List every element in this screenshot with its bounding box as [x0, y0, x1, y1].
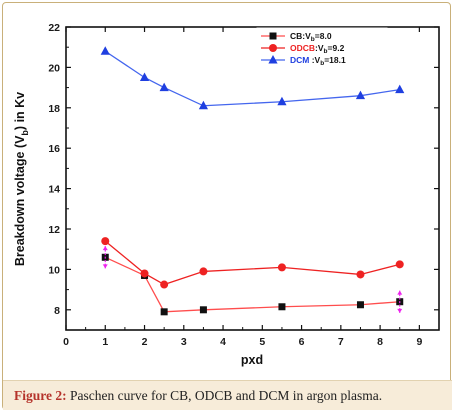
y-tick-label: 18 [48, 103, 60, 115]
y-axis-title: Breakdown voltage (Vb) in Kv [13, 92, 30, 266]
data-point [199, 306, 207, 314]
x-tick-label: 5 [259, 336, 265, 348]
figure-caption-label: Figure 2: [14, 388, 67, 403]
x-axis: 0 1 2 3 4 5 6 7 8 9 [63, 27, 422, 348]
x-tick-label: 1 [102, 336, 108, 348]
error-bar-cap-bottom [102, 264, 108, 269]
data-point [140, 269, 149, 278]
series-dcm [100, 46, 405, 110]
data-point [356, 270, 365, 279]
data-point [198, 100, 209, 110]
y-tick-label: 16 [48, 143, 60, 155]
error-bar-cap-top [397, 290, 403, 295]
data-point [139, 72, 150, 81]
legend-marker [269, 44, 277, 52]
data-point [355, 90, 366, 100]
data-point [395, 260, 404, 269]
legend-entry-odcb: ODCB:Vb=9.2 [261, 43, 345, 55]
legend-label: CB:Vb=8.0 [290, 31, 332, 43]
y-tick-label: 10 [48, 264, 60, 276]
x-tick-label: 7 [338, 336, 344, 348]
y-tick-label: 12 [48, 224, 60, 236]
legend-marker [268, 55, 278, 64]
data-point [160, 308, 168, 316]
error-bar [397, 290, 403, 313]
x-tick-label: 6 [299, 336, 305, 348]
plot-area [65, 26, 440, 331]
data-point [277, 263, 286, 272]
x-tick-label: 8 [377, 336, 383, 348]
error-bar-cap-top [102, 246, 108, 251]
x-tick-label: 4 [220, 336, 226, 348]
y-axis: 8 10 12 14 16 18 20 22 [48, 22, 439, 331]
figure-caption-text: Paschen curve for CB, ODCB and DCM in ar… [70, 388, 383, 403]
y-tick-label: 8 [54, 305, 60, 317]
x-tick-label: 0 [63, 336, 69, 348]
series-odcb [101, 237, 404, 289]
legend-label: DCM :Vb=18.1 [290, 55, 346, 67]
data-point [395, 84, 405, 94]
data-point [101, 237, 110, 246]
x-tick-label: 3 [181, 336, 187, 348]
x-axis-title: pxd [241, 353, 263, 367]
error-bar-cap-bottom [397, 308, 403, 313]
data-point [199, 267, 208, 276]
data-point [277, 96, 287, 106]
error-bar [102, 246, 108, 269]
data-point [100, 46, 110, 55]
data-point [356, 301, 364, 309]
figure-caption: Figure 2: Paschen curve for CB, ODCB and… [3, 380, 452, 410]
x-tick-label: 2 [142, 336, 148, 348]
error-bars [102, 246, 403, 313]
legend-entry-cb: CB:Vb=8.0 [261, 31, 332, 43]
data-point [159, 82, 169, 92]
data-point [278, 303, 286, 311]
y-tick-label: 22 [48, 22, 60, 34]
legend-label: ODCB:Vb=9.2 [290, 43, 345, 55]
legend-marker [269, 32, 277, 40]
y-tick-label: 14 [48, 184, 60, 196]
y-tick-label: 20 [48, 62, 60, 74]
x-tick-label: 9 [416, 336, 422, 348]
legend-entry-dcm: DCM :Vb=18.1 [261, 55, 346, 67]
data-point [160, 280, 169, 289]
